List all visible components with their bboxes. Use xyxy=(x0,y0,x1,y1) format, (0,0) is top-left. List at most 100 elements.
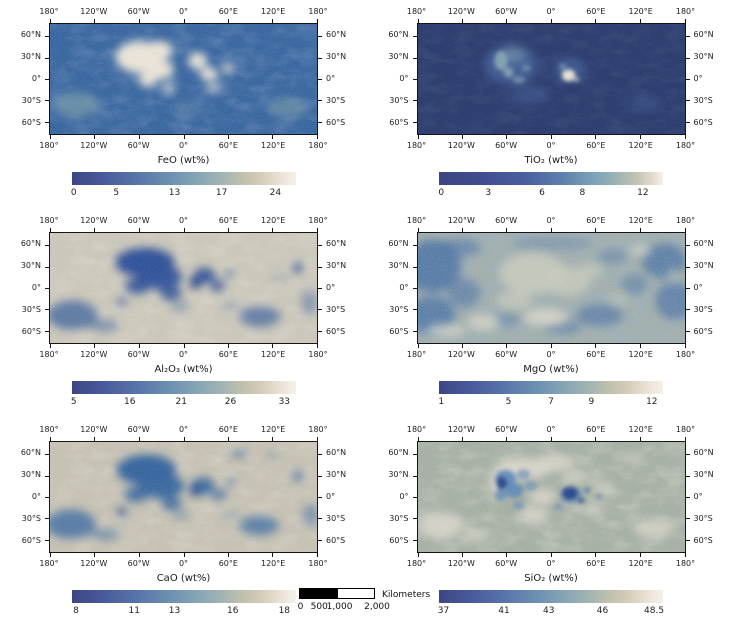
axis-tick-mark xyxy=(685,121,690,123)
axis-tick-mark xyxy=(45,288,49,289)
right-axis-mgo: 60°N 30°N 0° 30°S 60°S xyxy=(686,232,728,344)
axis-tick-mark xyxy=(183,228,185,232)
axis-tick-mark xyxy=(412,539,417,541)
axis-tick-mark xyxy=(94,344,96,348)
axis-tick-mark xyxy=(461,437,463,441)
lat-tick-label: 60°N xyxy=(388,30,409,40)
lon-tick-label: 0° xyxy=(178,350,189,359)
axis-tick-mark xyxy=(318,36,322,38)
colorbar-feo xyxy=(71,172,296,185)
lon-tick-label: 60°E xyxy=(218,425,238,434)
lon-tick-label: 0° xyxy=(546,350,556,359)
lat-tick-label: 0° xyxy=(399,492,409,501)
lon-tick-label: 180° xyxy=(406,7,427,16)
colorbar-tick-label: 12 xyxy=(637,188,649,198)
colorbar-ticks-mgo: 1 5 7 9 12 xyxy=(438,397,663,407)
axis-tick-mark xyxy=(506,553,508,557)
axis-tick-mark xyxy=(45,309,49,311)
lat-tick-label: 60°S xyxy=(693,535,713,545)
lon-tick-label: 60°W xyxy=(495,559,518,568)
colorbar-tick-label: 8 xyxy=(579,188,586,198)
axis-tick-mark xyxy=(506,135,508,139)
lon-tick-label: 0° xyxy=(546,559,556,568)
lat-tick-label: 30°S xyxy=(21,513,41,523)
colorbar-tick-label: 5 xyxy=(505,397,512,407)
lon-tick-label: 180° xyxy=(39,7,59,16)
axis-tick-mark xyxy=(551,344,552,348)
map-sio2 xyxy=(417,442,685,552)
lon-tick-label: 180° xyxy=(406,350,427,359)
axis-tick-mark xyxy=(506,19,508,23)
axis-tick-mark xyxy=(227,553,229,557)
lat-tick-label: 30°N xyxy=(326,261,347,271)
lon-tick-label: 60°E xyxy=(586,559,606,568)
top-axis-sio2: 180° 120°W 60°W 0° 60°E 120°E 180° xyxy=(407,425,695,434)
axis-tick-mark xyxy=(685,57,690,59)
lon-tick-label: 120°E xyxy=(628,7,653,16)
axis-tick-mark xyxy=(317,553,318,557)
lon-tick-label: 0° xyxy=(546,425,556,434)
axis-tick-mark xyxy=(684,135,686,139)
lat-tick-label: 30°N xyxy=(326,470,347,480)
axis-tick-mark xyxy=(318,454,322,456)
axis-tick-mark xyxy=(317,437,318,441)
lat-tick-label: 60°S xyxy=(693,326,713,336)
lat-tick-label: 30°N xyxy=(693,261,714,271)
axis-tick-mark xyxy=(50,344,51,348)
axis-tick-mark xyxy=(412,288,417,289)
lon-tick-label: 120°E xyxy=(260,425,286,434)
colorbar-tick-label: 13 xyxy=(168,606,181,616)
axis-tick-mark xyxy=(45,100,49,102)
colorbar-tick-label: 0 xyxy=(438,188,445,198)
axis-tick-mark xyxy=(94,553,96,557)
lon-tick-label: 60°W xyxy=(127,7,150,16)
axis-tick-mark xyxy=(318,475,322,477)
lon-tick-label: 120°E xyxy=(628,216,653,225)
lat-tick-label: 0° xyxy=(31,283,41,292)
lon-tick-label: 180° xyxy=(39,216,59,225)
colorbar-tick-label: 9 xyxy=(588,397,595,407)
axis-tick-mark xyxy=(685,36,690,38)
axis-tick-mark xyxy=(45,454,49,456)
axis-tick-mark xyxy=(45,475,49,477)
axis-tick-mark xyxy=(412,518,417,520)
colorbar-tick-label: 18 xyxy=(278,606,291,616)
map-mgo xyxy=(417,233,685,343)
lat-tick-label: 60°N xyxy=(693,239,714,249)
axis-tick-mark xyxy=(412,454,417,456)
axis-tick-mark xyxy=(272,437,274,441)
lat-tick-label: 30°N xyxy=(693,470,714,480)
lat-tick-label: 30°S xyxy=(693,513,713,523)
lon-tick-label: 120°W xyxy=(447,7,475,16)
lon-tick-label: 60°W xyxy=(127,216,150,225)
axis-tick-mark xyxy=(461,553,463,557)
lat-tick-label: 30°N xyxy=(20,52,41,62)
axis-tick-mark xyxy=(639,437,641,441)
lon-tick-label: 60°E xyxy=(586,7,606,16)
lon-tick-label: 120°E xyxy=(628,425,653,434)
lon-tick-label: 0° xyxy=(178,425,189,434)
lat-tick-label: 60°N xyxy=(20,239,41,249)
axis-tick-mark xyxy=(685,309,690,311)
scalebar-bar: Kilometers xyxy=(299,588,430,600)
lat-tick-label: 0° xyxy=(326,74,336,83)
axis-tick-mark xyxy=(595,437,597,441)
lon-tick-label: 120°E xyxy=(260,559,286,568)
map-frame-feo xyxy=(45,19,322,139)
lat-tick-label: 60°N xyxy=(326,239,347,249)
axis-tick-mark xyxy=(272,19,274,23)
lat-tick-label: 60°N xyxy=(20,30,41,40)
axis-tick-mark xyxy=(551,19,552,23)
axis-tick-mark xyxy=(412,100,417,102)
axis-tick-mark xyxy=(318,497,322,498)
lat-tick-label: 30°S xyxy=(389,513,409,523)
axis-tick-mark xyxy=(317,135,318,139)
axis-tick-mark xyxy=(684,437,686,441)
left-axis-sio2: 60°N 30°N 0° 30°S 60°S xyxy=(375,441,417,553)
lon-tick-label: 60°E xyxy=(586,425,606,434)
lat-tick-label: 30°S xyxy=(326,304,346,314)
lat-tick-label: 0° xyxy=(326,283,336,292)
axis-tick-mark xyxy=(94,19,96,23)
lon-tick-label: 180° xyxy=(308,559,328,568)
lat-tick-label: 30°S xyxy=(21,304,41,314)
